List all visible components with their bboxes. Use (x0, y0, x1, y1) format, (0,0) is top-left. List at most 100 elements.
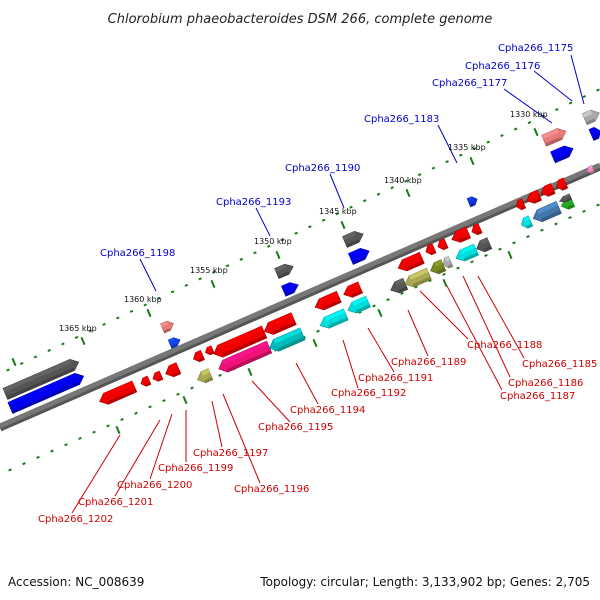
gene-cpha266-1186[interactable] (531, 201, 562, 224)
leader-cpha266-1197 (211, 400, 223, 448)
gene-cpha266-1189[interactable] (388, 277, 409, 295)
tick-mark-inner (316, 329, 320, 333)
tick-mark-outer (404, 179, 408, 183)
gene-label-cpha266-1197[interactable]: Cpha266_1197 (193, 448, 268, 459)
gene-red-c[interactable] (396, 251, 425, 273)
tick-mark-outer (513, 127, 518, 131)
leader-cpha266-1175 (570, 54, 585, 105)
gene-gray-large[interactable] (2, 357, 81, 400)
gene-red-mid[interactable] (262, 312, 297, 338)
gene-pink-edge[interactable] (585, 164, 596, 174)
tick-mark-inner (428, 279, 432, 283)
tick-mark-outer (500, 134, 504, 138)
gene-red-h[interactable] (514, 198, 527, 211)
gene-cpha266-1194[interactable] (267, 327, 306, 354)
gene-cpha266-1202[interactable] (97, 380, 138, 407)
gene-cyan-small[interactable] (519, 215, 534, 230)
gene-label-cpha266-1196[interactable]: Cpha266_1196 (234, 484, 309, 495)
gene-label-cpha266-1194[interactable]: Cpha266_1194 (290, 405, 365, 416)
gene-cpha266-1187[interactable] (474, 237, 493, 255)
gene-cpha266-1188[interactable] (454, 243, 479, 264)
gene-red-d[interactable] (424, 243, 437, 257)
tick-mark-outer (74, 335, 79, 339)
gene-label-cpha266-1188[interactable]: Cpha266_1188 (467, 340, 542, 351)
gene-gray-k[interactable] (558, 193, 573, 204)
gene-label-cpha266-1201[interactable]: Cpha266_1201 (78, 497, 153, 508)
tick-mark-outer (157, 296, 161, 300)
gene-label-cpha266-1193[interactable]: Cpha266_1193 (216, 197, 291, 208)
gene-label-cpha266-1200[interactable]: Cpha266_1200 (117, 480, 192, 491)
gene-label-cpha266-1195[interactable]: Cpha266_1195 (258, 422, 333, 433)
leader-cpha266-1188 (419, 290, 469, 340)
gene-cpha266-1176[interactable] (550, 143, 576, 164)
leader-cpha266-1198 (139, 258, 157, 292)
gene-label-cpha266-1175[interactable]: Cpha266_1175 (498, 43, 573, 54)
gene-cpha266-1183[interactable] (466, 195, 479, 208)
tick-mark-inner (596, 203, 600, 207)
gene-cpha266-1199[interactable] (163, 362, 182, 380)
gene-cpha266-1195[interactable] (211, 325, 268, 360)
tick-mark-inner (148, 405, 152, 409)
gene-label-cpha266-1186[interactable]: Cpha266_1186 (508, 378, 583, 389)
gene-cpha266-1191[interactable] (346, 295, 371, 316)
gene-label-cpha266-1187[interactable]: Cpha266_1187 (500, 391, 575, 402)
gene-green-olive[interactable] (428, 259, 447, 277)
gene-cpha266-1197[interactable] (195, 368, 214, 386)
gene-blue-large[interactable] (7, 371, 86, 414)
gene-red-e[interactable] (436, 238, 449, 252)
tick-mark-outer (88, 329, 93, 333)
gene-blue-edge[interactable] (588, 126, 600, 141)
gene-label-cpha266-1199[interactable]: Cpha266_1199 (158, 463, 233, 474)
tick-mark-outer (349, 205, 353, 209)
tick-mark-outer (555, 108, 559, 112)
gene-red-small-a[interactable] (191, 350, 205, 363)
tick-mark-inner (400, 291, 404, 295)
gene-label-cpha266-1183[interactable]: Cpha266_1183 (364, 114, 439, 125)
gene-cpha266-1198-arrow[interactable] (167, 336, 182, 349)
gene-red-f[interactable] (449, 226, 472, 245)
gene-cpha266-1175[interactable] (581, 107, 600, 126)
tick-mark-outer (19, 361, 24, 366)
gene-red-k[interactable] (554, 177, 569, 192)
tick-mark-major (80, 336, 86, 346)
tick-mark-outer (33, 355, 38, 359)
gene-label-cpha266-1177[interactable]: Cpha266_1177 (432, 78, 507, 89)
tick-mark-inner (526, 235, 530, 239)
gene-cpha266-1190-arrow[interactable] (348, 246, 371, 265)
gene-label-cpha266-1198[interactable]: Cpha266_1198 (100, 248, 175, 259)
gene-cpha266-1200[interactable] (151, 370, 164, 383)
tick-mark-inner (218, 373, 222, 377)
gene-red-i[interactable] (524, 189, 543, 206)
gene-olive[interactable] (403, 267, 432, 289)
gene-cpha266-1190-body[interactable] (342, 229, 365, 248)
tick-mark-inner (64, 443, 68, 447)
gene-cpha266-1193-arrow[interactable] (281, 280, 300, 297)
gene-label-cpha266-1190[interactable]: Cpha266_1190 (285, 163, 360, 174)
gene-cpha266-1192[interactable] (318, 308, 349, 331)
tick-mark-major (405, 188, 411, 198)
gene-label-cpha266-1192[interactable]: Cpha266_1192 (331, 388, 406, 399)
gene-cpha266-1193-body[interactable] (274, 261, 296, 280)
gene-label-cpha266-1202[interactable]: Cpha266_1202 (38, 514, 113, 525)
gene-cpha266-1192-red[interactable] (313, 290, 342, 312)
gene-label-cpha266-1176[interactable]: Cpha266_1176 (465, 61, 540, 72)
gene-label-cpha266-1189[interactable]: Cpha266_1189 (391, 357, 466, 368)
gene-cpha266-1201[interactable] (139, 375, 152, 388)
gene-gray-small[interactable] (441, 255, 454, 269)
tick-mark-major (377, 308, 383, 318)
gene-red-g[interactable] (470, 223, 483, 237)
gene-cpha266-1198-body[interactable] (160, 319, 176, 334)
gene-cpha266-1177[interactable] (541, 126, 569, 147)
tick-mark-inner (568, 216, 572, 220)
tick-mark-outer (417, 173, 422, 177)
gene-label-cpha266-1185[interactable]: Cpha266_1185 (522, 359, 597, 370)
gene-red-small-b[interactable] (204, 345, 215, 357)
leader-cpha266-1183 (437, 124, 458, 164)
gene-red-b[interactable] (341, 281, 364, 300)
gene-red-j[interactable] (539, 182, 556, 198)
tick-mark-inner (512, 241, 516, 245)
gene-cpha266-1196[interactable] (216, 340, 273, 375)
label-leader-lines (71, 54, 585, 514)
gene-label-cpha266-1191[interactable]: Cpha266_1191 (358, 373, 433, 384)
